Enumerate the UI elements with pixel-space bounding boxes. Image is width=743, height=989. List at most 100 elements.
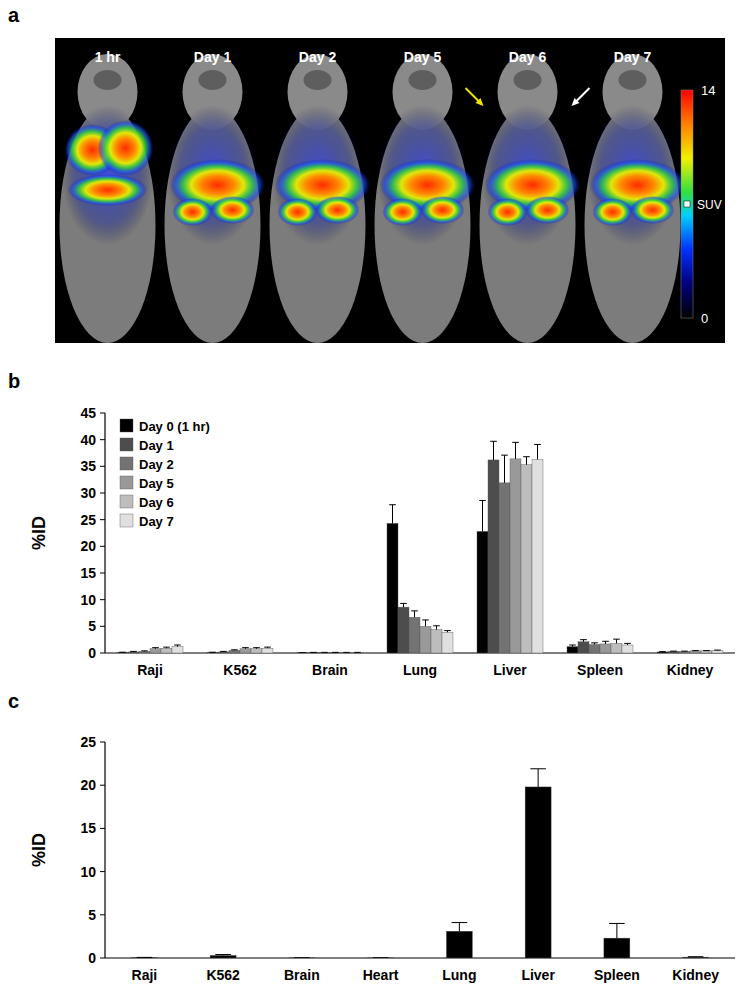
image-background [55,38,725,343]
bar [567,647,578,653]
y-axis-title: %ID [29,833,49,867]
error-cap [343,652,350,653]
error-bar [534,444,541,459]
bar [622,645,633,653]
error-cap [530,768,546,769]
bar [578,642,589,653]
error-stem [537,444,538,459]
pet-hotspot [278,198,318,226]
legend-label: Day 2 [139,457,174,472]
pet-hotspot [526,196,570,224]
error-cap [688,956,704,957]
legend-swatch [120,514,133,527]
y-axis [104,413,105,653]
error-bar [670,651,677,652]
error-cap [373,957,389,958]
mouse-image [480,54,581,343]
error-bar [444,631,451,633]
bar [532,459,543,653]
error-cap [602,641,609,642]
error-bar [400,603,407,607]
error-bar [422,620,429,626]
bar [611,643,622,653]
category-label: Raji [132,967,158,983]
panel-label: c [8,690,19,712]
y-tick [100,573,105,574]
bar [420,626,431,653]
error-cap [609,923,625,924]
y-tick [100,626,105,627]
mouse-brain [94,70,122,90]
y-tick-label: 30 [80,485,96,501]
error-bar [714,650,721,651]
colorbar-tick: 0 [701,311,708,326]
error-cap [163,647,170,648]
error-cap [512,442,519,443]
y-tick [100,546,105,547]
pet-hotspot [68,174,148,206]
error-cap [523,456,530,457]
bar [510,459,521,653]
legend-swatch [120,495,133,508]
error-bar [411,611,418,617]
error-stem [515,442,516,459]
error-cap [400,603,407,604]
bar [701,651,712,653]
error-cap [141,650,148,651]
error-bar [215,954,231,956]
error-bar [624,643,631,645]
error-bar [294,957,310,958]
y-tick-label: 0 [88,645,96,661]
bar [131,957,157,958]
category-label: Kidney [667,662,714,678]
error-bar [137,957,153,958]
error-bar [141,650,148,652]
error-bar [264,647,271,648]
error-bar [490,441,497,460]
mouse-brain [619,70,647,90]
colorbar-marker [684,201,690,207]
error-cap [411,610,418,611]
bar [262,648,273,653]
bar [431,630,442,653]
error-cap [294,957,310,958]
bar [368,957,394,958]
error-stem [526,457,527,465]
error-stem [616,639,617,643]
mouse-image [585,54,686,343]
y-tick-label: 15 [80,565,96,581]
y-tick-label: 15 [80,820,96,836]
y-tick [100,599,105,600]
panel-label: b [8,370,20,392]
error-cap [591,642,598,643]
error-cap [703,650,710,651]
error-bar [163,647,170,648]
time-label: Day 1 [194,49,232,65]
error-cap [569,645,576,646]
error-stem [436,626,437,630]
bar [319,652,330,653]
bar [398,607,409,653]
error-bar [479,500,486,531]
error-bar [659,651,666,652]
time-label: Day 6 [509,49,547,65]
plot-area [117,441,723,653]
bar [600,644,611,653]
mouse-image [375,54,476,343]
category-label: Spleen [594,967,640,983]
error-stem [616,923,617,938]
category-label: Kidney [672,967,719,983]
legend-label: Day 7 [139,514,174,529]
bar [330,652,341,653]
colorbar-title: SUV [697,198,722,212]
error-stem [414,611,415,617]
error-bar [688,956,704,957]
error-cap [659,651,666,652]
bar [251,649,262,653]
error-bar [343,652,350,653]
error-bar [299,652,306,653]
y-axis [104,742,105,958]
error-cap [580,639,587,640]
error-cap [670,651,677,652]
y-tick [100,958,105,959]
